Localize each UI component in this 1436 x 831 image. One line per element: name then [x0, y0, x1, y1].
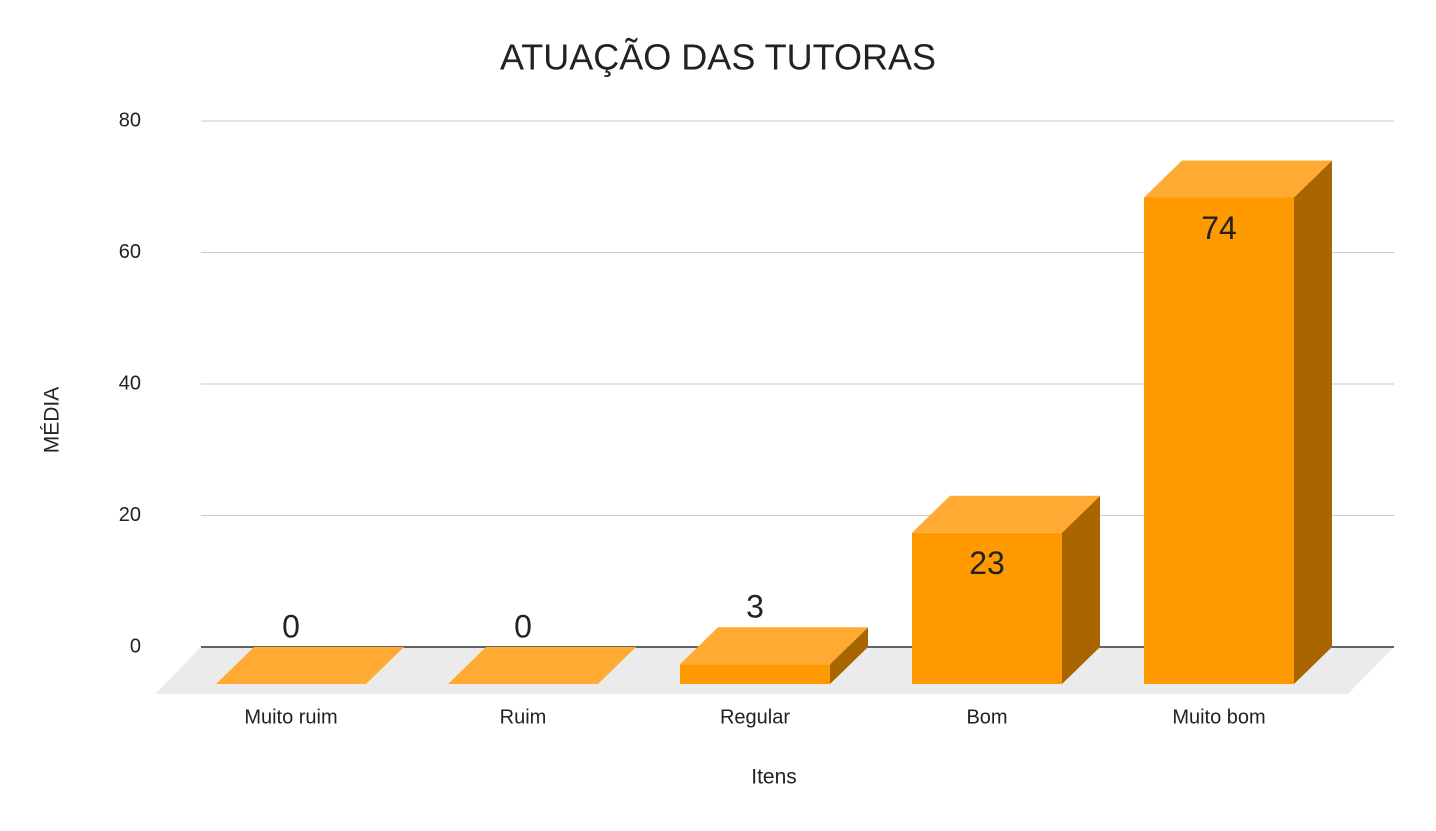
x-axis-title: Itens: [751, 766, 797, 789]
y-tick-label: 0: [130, 635, 141, 657]
x-tick-label: Regular: [720, 706, 790, 728]
y-tick-label: 40: [119, 372, 141, 394]
y-axis-title: MÉDIA: [41, 387, 64, 454]
bar-top: [216, 647, 404, 684]
bar-top: [912, 495, 1100, 533]
bar-side: [830, 627, 868, 684]
data-label: 0: [514, 608, 532, 644]
bar-front: [912, 532, 1062, 684]
bar-front: [680, 664, 830, 684]
bar-top: [1144, 160, 1332, 198]
bar: [448, 647, 636, 684]
bar-side: [1294, 160, 1332, 684]
bar-side: [1062, 495, 1100, 684]
y-tick-label: 60: [119, 241, 141, 263]
bar-top: [448, 647, 636, 684]
y-tick-label: 80: [119, 109, 141, 131]
bar: [1144, 160, 1332, 684]
bar: [680, 627, 868, 684]
x-tick-label: Muito ruim: [244, 706, 337, 728]
bar: [216, 647, 404, 684]
bar: [912, 495, 1100, 684]
data-label: 23: [969, 545, 1005, 581]
x-tick-label: Muito bom: [1172, 706, 1265, 728]
bar-front: [1144, 197, 1294, 684]
chart-title: ATUAÇÃO DAS TUTORAS: [500, 37, 936, 78]
bar-top: [680, 627, 868, 665]
data-label: 74: [1201, 210, 1237, 246]
data-label: 3: [746, 589, 764, 625]
data-label: 0: [282, 608, 300, 644]
y-tick-label: 20: [119, 504, 141, 526]
x-tick-label: Ruim: [500, 706, 547, 728]
x-tick-label: Bom: [966, 706, 1007, 728]
